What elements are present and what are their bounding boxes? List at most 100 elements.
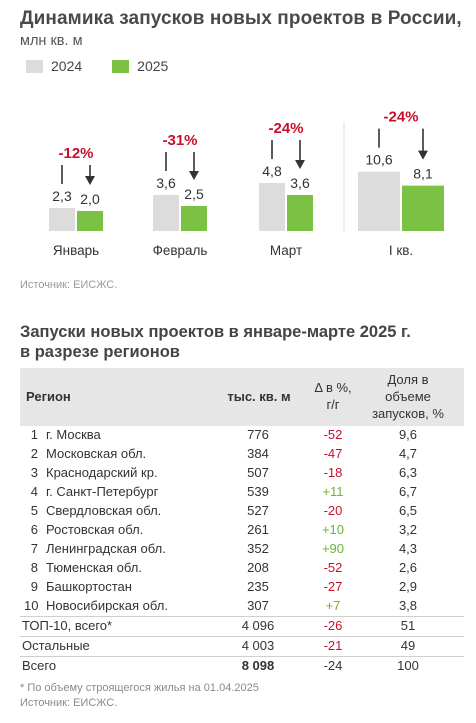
change-arrow-head-3 <box>295 160 305 169</box>
summary-label: Всего <box>22 658 57 673</box>
value-label-2024-2: 3,6 <box>156 175 176 191</box>
row-region: Ростовская обл. <box>46 522 144 537</box>
bar-2024-3 <box>259 183 285 231</box>
summary-row: Всего 8 098 -24 100 <box>20 656 464 676</box>
table-row: 3 Краснодарский кр. 507 -18 6,3 <box>20 464 464 483</box>
change-arrow-head-1 <box>85 176 95 185</box>
change-label-2: -31% <box>162 132 197 149</box>
table-title-line2: в разрезе регионов <box>20 343 180 361</box>
row-region: Башкортостан <box>46 579 132 594</box>
row-delta: -20 <box>323 503 343 518</box>
summary-share: 49 <box>400 638 416 653</box>
row-delta: +10 <box>321 522 345 537</box>
summary-delta: -24 <box>323 658 343 673</box>
row-delta: -47 <box>323 446 343 461</box>
row-share: 6,7 <box>398 484 418 499</box>
bar-2024-4 <box>358 171 400 231</box>
bar-2025-3 <box>287 195 313 231</box>
table-title-line1: Запуски новых проектов в январе-марте 20… <box>20 323 411 341</box>
summary-share: 100 <box>397 658 419 673</box>
legend-item-2024: 2024 <box>26 58 82 74</box>
legend-label-2025: 2025 <box>137 58 169 74</box>
bar-2025-4 <box>402 185 444 231</box>
row-share: 6,5 <box>398 503 418 518</box>
table-title: Запуски новых проектов в январе-марте 20… <box>20 322 411 362</box>
legend-swatch-2024 <box>26 59 43 73</box>
row-rank: 4 <box>30 484 38 499</box>
bar-chart: 2,3 2,0 -12% Январь 3,6 2,5 -31% Февраль 4,8 3,6 -… <box>49 109 444 258</box>
value-label-2024-4: 10,6 <box>365 152 392 168</box>
table-row: 4 г. Санкт-Петербург 539 +11 6,7 <box>20 483 464 502</box>
header-share-line1: Доля в <box>387 372 429 387</box>
header-delta: Δ в %, г/г <box>306 379 360 413</box>
legend-swatch-2025 <box>112 59 130 73</box>
row-region: Тюменская обл. <box>46 560 142 575</box>
bar-2024-2 <box>153 195 179 231</box>
legend-label-2024: 2024 <box>51 58 83 74</box>
row-share: 6,3 <box>398 465 418 480</box>
row-share: 2,6 <box>398 560 418 575</box>
row-rank: 8 <box>30 560 38 575</box>
row-share: 3,8 <box>398 598 418 613</box>
row-region: Новосибирская обл. <box>46 598 168 613</box>
row-share: 4,3 <box>398 541 418 556</box>
table-row: 1 г. Москва 776 -52 9,6 <box>20 426 464 445</box>
change-label-3: -24% <box>268 120 303 137</box>
row-rank: 5 <box>30 503 38 518</box>
row-region: Московская обл. <box>46 446 147 461</box>
value-label-2025-4: 8,1 <box>413 166 433 182</box>
summary-area: 8 098 <box>241 658 275 673</box>
table-body: 1 г. Москва 776 -52 9,6 2 Московская обл. 384 -4… <box>20 426 464 616</box>
header-share-line2: объеме <box>385 389 431 404</box>
table-row: 8 Тюменская обл. 208 -52 2,6 <box>20 559 464 578</box>
row-delta: +11 <box>322 484 344 499</box>
row-delta: -27 <box>323 579 343 594</box>
change-label-4: -24% <box>383 109 418 126</box>
summary-label: ТОП-10, всего* <box>22 618 113 633</box>
row-area: 776 <box>247 427 269 442</box>
row-area: 527 <box>247 503 269 518</box>
row-region: г. Москва <box>46 427 101 442</box>
table-row: 7 Ленинградская обл. 352 +90 4,3 <box>20 540 464 559</box>
legend-item-2025: 2025 <box>112 58 168 74</box>
summary-share: 51 <box>400 618 416 633</box>
row-area: 507 <box>247 465 269 480</box>
row-area: 261 <box>247 522 269 537</box>
row-area: 352 <box>247 541 269 556</box>
bar-2024-1 <box>49 208 75 231</box>
header-delta-line1: Δ в %, <box>314 380 352 395</box>
row-delta: -52 <box>323 560 343 575</box>
value-label-2025-3: 3,6 <box>290 175 310 191</box>
value-label-2025-2: 2,5 <box>184 186 204 202</box>
row-delta: +7 <box>325 598 341 613</box>
table-row: 10 Новосибирская обл. 307 +7 3,8 <box>20 597 464 616</box>
row-share: 9,6 <box>398 427 418 442</box>
chart-unit: млн кв. м <box>20 33 83 49</box>
row-area: 235 <box>247 579 269 594</box>
summary-area: 4 096 <box>241 618 275 633</box>
row-area: 208 <box>247 560 269 575</box>
row-rank: 2 <box>30 446 38 461</box>
regions-table: Регион тыс. кв. м Δ в %, г/г Доля в объе… <box>20 368 464 676</box>
row-region: г. Санкт-Петербург <box>46 484 159 499</box>
row-rank: 7 <box>30 541 38 556</box>
header-region: Регион <box>26 389 71 404</box>
header-share: Доля в объеме запусков, % <box>360 371 456 422</box>
bar-2025-1 <box>77 211 103 231</box>
change-label-1: -12% <box>58 145 93 162</box>
table-source: Источник: ЕИСЖС. <box>20 697 118 709</box>
category-label-4: I кв. <box>389 243 413 258</box>
summary-delta: -26 <box>323 618 343 633</box>
row-rank: 10 <box>24 598 39 613</box>
category-label-3: Март <box>270 243 302 258</box>
summary-row: ТОП-10, всего* 4 096 -26 51 <box>20 616 464 636</box>
row-delta: -18 <box>323 465 343 480</box>
row-region: Свердловская обл. <box>46 503 162 518</box>
row-delta: -52 <box>323 427 343 442</box>
footnote: * По объему строящегося жилья на 01.04.2… <box>20 682 259 694</box>
row-area: 539 <box>247 484 269 499</box>
chart-source: Источник: ЕИСЖС. <box>20 279 118 291</box>
row-share: 3,2 <box>398 522 418 537</box>
row-rank: 9 <box>30 579 38 594</box>
change-arrow-head-4 <box>418 150 428 160</box>
